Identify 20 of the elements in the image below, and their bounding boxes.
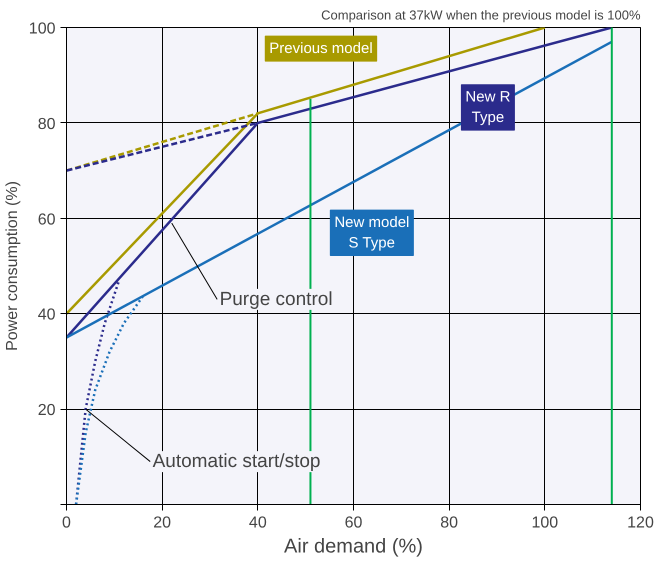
text: Comparison at 37kW when the previous model is 100%	[321, 8, 641, 22]
x-tick-label: 80	[440, 514, 458, 532]
x-tick-label: 60	[344, 514, 362, 532]
y-tick-label: 60	[38, 211, 56, 228]
x-tick-label: 20	[153, 514, 172, 532]
x-tick-label: 40	[248, 514, 267, 532]
annotation: Purge control	[220, 288, 333, 310]
annotation: Automatic start/stop	[152, 451, 321, 472]
y-tick-label: 20	[38, 402, 56, 420]
y-tick-label: 40	[38, 306, 56, 324]
x-tick-label: 0	[62, 514, 72, 532]
series-label: New model S Type	[334, 214, 410, 252]
y-tick-label: 100	[28, 20, 56, 38]
y-tick-label: 80	[38, 116, 56, 133]
series-label: Previous model	[269, 40, 373, 58]
y-axis-title: Power consumption (%)	[4, 181, 21, 351]
series-label: New R Type	[465, 88, 511, 126]
x-tick-label: 120	[627, 514, 654, 532]
x-tick-label: 100	[531, 514, 558, 532]
x-axis-title: Air demand (%)	[284, 536, 423, 558]
